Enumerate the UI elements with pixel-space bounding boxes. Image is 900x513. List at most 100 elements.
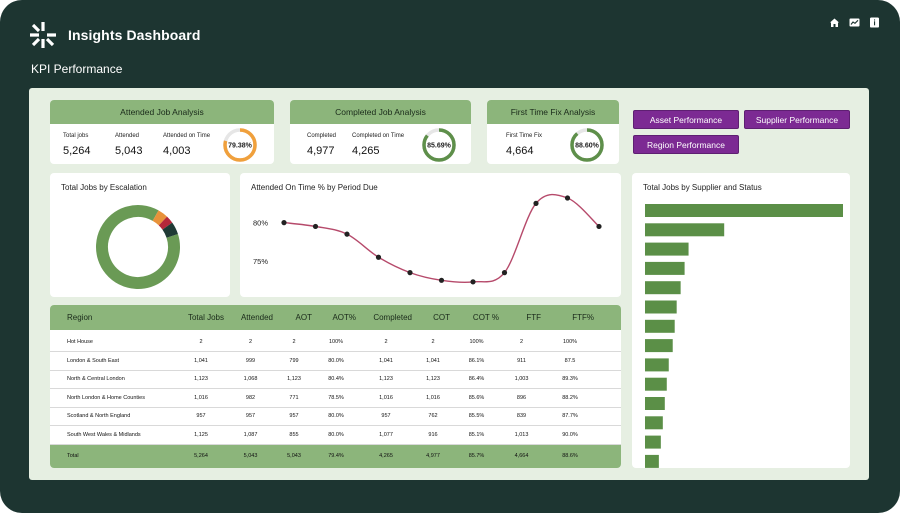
- table-cell: North London & Home Counties: [67, 394, 145, 401]
- donut-slice-0[interactable]: [95, 204, 181, 290]
- attended-total-jobs: Total jobs 5,264: [63, 133, 91, 157]
- table-cell: 1,068: [243, 376, 258, 382]
- asset-performance-button[interactable]: Asset Performance: [633, 110, 739, 129]
- data-point[interactable]: [312, 223, 319, 230]
- table-cell: 1,041: [379, 357, 393, 364]
- table-cell: 87.7%: [562, 413, 578, 419]
- table-cell: 80.0%: [328, 431, 344, 438]
- attended-on-time: Attended on Time 4,003: [163, 133, 210, 157]
- column-header[interactable]: Total Jobs: [187, 313, 224, 322]
- data-point[interactable]: [281, 220, 287, 226]
- supplier-bar[interactable]: [645, 281, 681, 295]
- data-point[interactable]: [533, 200, 539, 206]
- table-row[interactable]: North & Central London 1,123 1,068 1,123 80.…: [50, 370, 621, 389]
- table-cell: South West Wales & Midlands: [67, 431, 141, 438]
- table-cell: 1,016: [379, 394, 393, 401]
- top-toolbar: [828, 16, 880, 28]
- table-cell: 1,123: [194, 376, 208, 382]
- table-cell: 88.2%: [562, 394, 578, 401]
- supplier-bar[interactable]: [645, 397, 665, 410]
- dashboard-canvas: Attended Job Analysis Total jobs 5,264 A…: [29, 88, 869, 480]
- data-point[interactable]: [564, 195, 571, 201]
- table-cell: 1,041: [194, 357, 208, 364]
- table-cell: 5,043: [287, 453, 301, 459]
- supplier-bar[interactable]: [645, 300, 677, 314]
- data-point[interactable]: [344, 231, 350, 237]
- table-cell: 4,977: [426, 453, 440, 459]
- data-point[interactable]: [438, 277, 445, 283]
- column-header[interactable]: Attended: [240, 313, 273, 322]
- region-performance-button[interactable]: Region Performance: [633, 135, 739, 154]
- donut-slice-3[interactable]: [95, 204, 181, 290]
- bar-chart-title: Total Jobs by Supplier and Status: [643, 183, 762, 192]
- table-row[interactable]: North London & Home Counties 1,016 982 771 7…: [50, 389, 621, 408]
- ftf-kpi-card: First Time Fix Analysis First Time Fix 4…: [487, 100, 619, 164]
- ring-label: 85.69%: [427, 143, 452, 150]
- table-cell: 2: [431, 339, 435, 345]
- completed-count: Completed 4,977: [307, 133, 336, 157]
- table-cell: 79.4%: [328, 453, 344, 459]
- home-icon[interactable]: [828, 16, 840, 28]
- table-cell: 762: [428, 413, 438, 419]
- column-header[interactable]: FTF%: [572, 313, 594, 322]
- y-tick-label: 80%: [253, 219, 268, 228]
- supplier-bar[interactable]: [645, 454, 659, 468]
- data-point[interactable]: [407, 270, 413, 276]
- line-chart-title: Attended On Time % by Period Due: [251, 183, 378, 192]
- supplier-bar[interactable]: [645, 204, 843, 217]
- kpi-value: 4,265: [352, 145, 380, 157]
- table-cell: 78.5%: [328, 394, 344, 401]
- table-row[interactable]: Hot House 2 2 2 100% 2 2 100% 2 100%: [50, 333, 621, 352]
- ring-progress: [570, 128, 604, 162]
- table-cell: 1,087: [243, 431, 258, 438]
- supplier-bar[interactable]: [645, 339, 673, 353]
- data-point[interactable]: [470, 279, 476, 285]
- supplier-bar[interactable]: [645, 242, 689, 256]
- table-row[interactable]: Scotland & North England 957 957 957 80.0% 95…: [50, 407, 621, 426]
- supplier-bar[interactable]: [645, 223, 725, 237]
- data-point[interactable]: [375, 254, 382, 260]
- table-cell: 839: [516, 413, 527, 419]
- column-header[interactable]: COT: [433, 313, 450, 322]
- supplier-bar[interactable]: [645, 377, 667, 391]
- table-cell: 2: [519, 339, 524, 345]
- table-cell: 100%: [562, 339, 578, 345]
- table-cell: 916: [428, 431, 438, 438]
- column-header[interactable]: Completed: [373, 313, 412, 322]
- supplier-bar[interactable]: [645, 435, 661, 449]
- supplier-bar[interactable]: [645, 319, 675, 333]
- column-header[interactable]: Region: [67, 313, 93, 322]
- table-cell: 1,123: [287, 376, 301, 382]
- kpi-label: Completed on Time: [352, 133, 405, 139]
- table-cell: 1,016: [426, 394, 440, 401]
- table-cell: 5,264: [194, 453, 208, 459]
- completed-kpi-card: Completed Job Analysis Completed 4,977 C…: [290, 100, 471, 164]
- table-cell: 911: [517, 357, 526, 364]
- supplier-bar[interactable]: [645, 358, 669, 372]
- column-header[interactable]: COT %: [472, 313, 499, 322]
- kpi-label: Total jobs: [63, 133, 89, 139]
- supplier-bar[interactable]: [645, 261, 685, 275]
- table-row[interactable]: South West Wales & Midlands 1,125 1,087 855…: [50, 426, 621, 445]
- column-header[interactable]: FTF: [526, 313, 541, 322]
- supplier-performance-button[interactable]: Supplier Performance: [744, 110, 850, 129]
- table-row[interactable]: London & South East 1,041 999 799 80.0% 1,041…: [50, 352, 621, 371]
- column-header[interactable]: AOT%: [332, 313, 356, 322]
- supplier-chart-card: Total Jobs by Supplier and Status: [632, 173, 850, 468]
- chart-icon[interactable]: [848, 16, 860, 28]
- table-cell: 85.7%: [468, 453, 485, 459]
- data-point[interactable]: [596, 223, 602, 230]
- kpi-value: 4,664: [506, 145, 534, 157]
- data-point[interactable]: [501, 270, 508, 276]
- escalation-donut: [95, 204, 181, 290]
- table-cell: 88.6%: [562, 453, 578, 459]
- escalation-title: Total Jobs by Escalation: [61, 183, 147, 192]
- table-cell: 86.1%: [468, 357, 485, 364]
- info-icon[interactable]: [868, 16, 880, 28]
- column-header[interactable]: AOT: [295, 313, 312, 322]
- supplier-bar[interactable]: [645, 416, 663, 430]
- table-cell: Hot House: [67, 339, 93, 345]
- table-cell: 5,043: [243, 453, 258, 459]
- table-cell: 855: [289, 431, 299, 438]
